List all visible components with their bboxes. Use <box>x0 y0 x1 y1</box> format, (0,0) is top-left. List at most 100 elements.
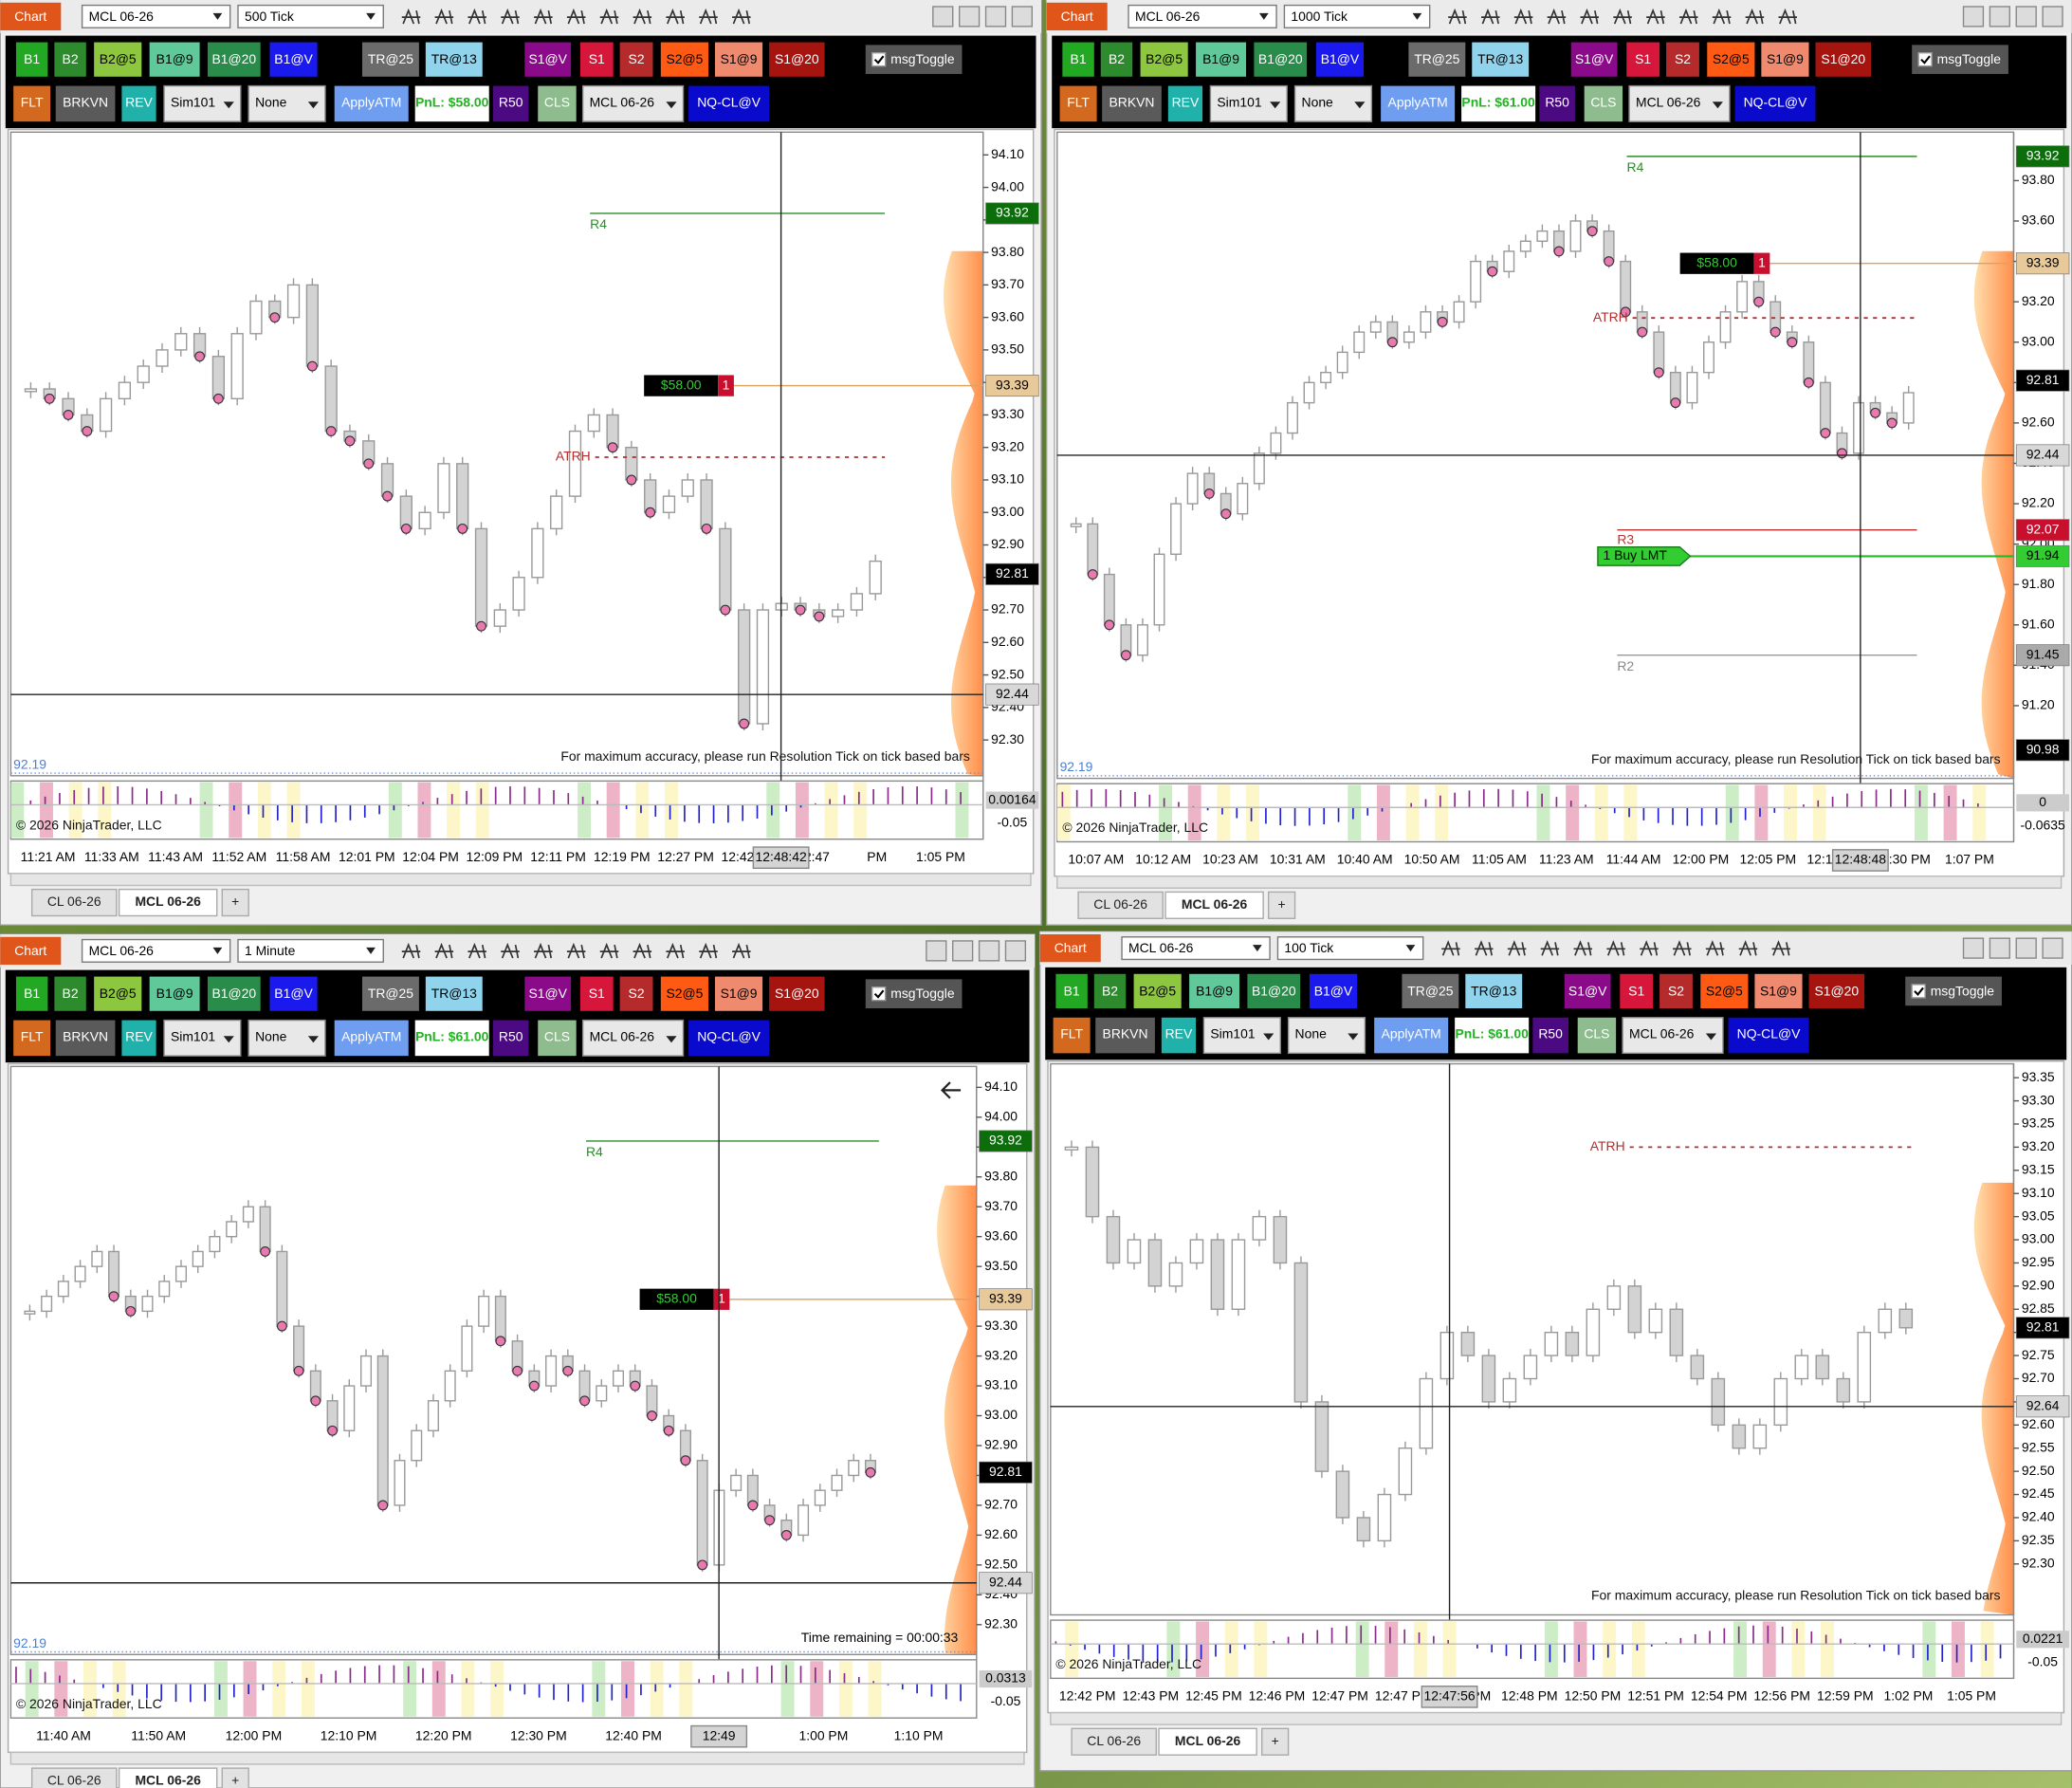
toolbar-button[interactable] <box>619 976 653 1011</box>
toolbar-icon[interactable] <box>1481 8 1500 25</box>
tab[interactable] <box>118 888 218 917</box>
toolbar-button[interactable] <box>660 42 708 77</box>
toolbar-icon[interactable] <box>1606 940 1625 956</box>
toolbar-icon[interactable] <box>434 942 454 959</box>
toolbar-icon[interactable] <box>1778 8 1797 25</box>
toolbar-button[interactable] <box>1133 973 1182 1009</box>
toolbar-icon[interactable] <box>1613 8 1632 25</box>
checkbox[interactable] <box>1917 52 1933 67</box>
toolbar-button[interactable] <box>121 1020 156 1057</box>
tab[interactable] <box>221 1767 249 1788</box>
toolbar-button[interactable] <box>1167 85 1203 122</box>
toolbar-button[interactable] <box>54 42 86 77</box>
toolbar-icon[interactable] <box>1573 940 1593 956</box>
toolbar-icon[interactable] <box>1448 8 1467 25</box>
tab[interactable] <box>1268 891 1296 919</box>
toolbar-icon[interactable] <box>732 8 751 25</box>
toolbar-button[interactable] <box>94 976 142 1011</box>
toolbar-button[interactable] <box>207 976 261 1011</box>
window-button[interactable] <box>952 940 974 962</box>
window-button[interactable] <box>2042 937 2063 959</box>
toolbar-button[interactable] <box>269 42 318 77</box>
window-button[interactable] <box>1962 937 1985 959</box>
instrument-select[interactable] <box>1128 4 1277 28</box>
toolbar-button[interactable] <box>1734 85 1816 122</box>
toolbar-button[interactable] <box>1247 973 1301 1009</box>
window-button[interactable] <box>984 6 1007 28</box>
toolbar-button[interactable] <box>1754 973 1803 1009</box>
checkbox[interactable] <box>1911 984 1926 999</box>
toolbar-button[interactable] <box>55 85 116 122</box>
toolbar-button[interactable] <box>1626 42 1660 77</box>
toolbar-icon[interactable] <box>1475 940 1494 956</box>
toolbar-button[interactable] <box>714 976 763 1011</box>
checkbox[interactable] <box>871 986 887 1002</box>
toolbar-button[interactable] <box>1761 42 1809 77</box>
toolbar-button[interactable] <box>13 85 51 122</box>
toolbar-button[interactable] <box>688 85 770 122</box>
timeframe-select[interactable] <box>237 4 384 28</box>
window-button[interactable] <box>1989 6 2010 28</box>
toolbar-icon[interactable] <box>1441 940 1460 956</box>
toolbar-button[interactable] <box>619 42 653 77</box>
toolbar-button[interactable] <box>1381 85 1456 122</box>
window-button[interactable] <box>2015 6 2037 28</box>
toolbar-button[interactable] <box>688 1020 770 1057</box>
toolbar-button[interactable] <box>13 1020 51 1057</box>
toolbar-button[interactable] <box>54 976 86 1011</box>
toolbar-button[interactable] <box>1196 42 1247 77</box>
toolbar-button[interactable] <box>269 976 318 1011</box>
window-button[interactable] <box>1989 937 2010 959</box>
toolbar-icon[interactable] <box>1705 940 1725 956</box>
toolbar-button[interactable] <box>1053 1017 1091 1054</box>
toolbar-icon[interactable] <box>1580 8 1600 25</box>
tab[interactable] <box>1261 1727 1290 1756</box>
scrollbar[interactable] <box>1056 875 2063 889</box>
toolbar-button[interactable] <box>1564 973 1611 1009</box>
toolbar-button[interactable] <box>1808 973 1865 1009</box>
toolbar-button[interactable] <box>1100 42 1133 77</box>
window-button[interactable] <box>2042 6 2063 28</box>
timeframe-select[interactable] <box>1283 4 1431 28</box>
toolbar-button[interactable] <box>538 1020 577 1057</box>
toolbar-button[interactable] <box>414 1020 489 1057</box>
scrollbar[interactable] <box>1050 1711 2063 1725</box>
toolbar-button[interactable] <box>1309 973 1358 1009</box>
scrollbar[interactable] <box>9 873 1032 887</box>
toolbar-button[interactable] <box>524 976 572 1011</box>
toolbar-button[interactable] <box>1189 973 1240 1009</box>
toolbar-button[interactable] <box>334 85 409 122</box>
toolbar-button[interactable] <box>1055 973 1088 1009</box>
toolbar-button[interactable] <box>334 1020 409 1057</box>
window-button[interactable] <box>958 6 981 28</box>
toolbar-button[interactable] <box>1059 85 1097 122</box>
toolbar-button[interactable] <box>1628 84 1731 122</box>
toolbar-button[interactable] <box>1539 85 1575 122</box>
toolbar-icon[interactable] <box>699 8 718 25</box>
toolbar-button[interactable] <box>1622 1017 1724 1055</box>
toolbar-icon[interactable] <box>1771 940 1791 956</box>
toolbar-button[interactable] <box>425 42 483 77</box>
timeframe-select[interactable] <box>1276 936 1424 961</box>
toolbar-icon[interactable] <box>1738 940 1758 956</box>
toolbar-icon[interactable] <box>468 942 486 959</box>
timeframe-select[interactable] <box>237 938 384 963</box>
toolbar-button[interactable] <box>55 1020 116 1057</box>
toolbar-button[interactable] <box>1659 973 1693 1009</box>
toolbar-button[interactable] <box>149 42 200 77</box>
toolbar-icon[interactable] <box>468 8 486 25</box>
toolbar-icon[interactable] <box>534 942 553 959</box>
toolbar-button[interactable] <box>15 42 48 77</box>
toolbar-button[interactable] <box>1093 973 1127 1009</box>
toolbar-button[interactable] <box>1707 42 1755 77</box>
toolbar-icon[interactable] <box>1678 8 1698 25</box>
toolbar-icon[interactable] <box>501 942 520 959</box>
toolbar-button[interactable] <box>492 1020 529 1057</box>
toolbar-icon[interactable] <box>633 8 652 25</box>
order-box[interactable] <box>1597 545 1692 566</box>
tab[interactable] <box>1158 1727 1257 1756</box>
toolbar-icon[interactable] <box>666 942 685 959</box>
tab[interactable] <box>221 888 249 917</box>
toolbar-icon[interactable] <box>1507 940 1527 956</box>
window-button[interactable] <box>1962 6 1985 28</box>
